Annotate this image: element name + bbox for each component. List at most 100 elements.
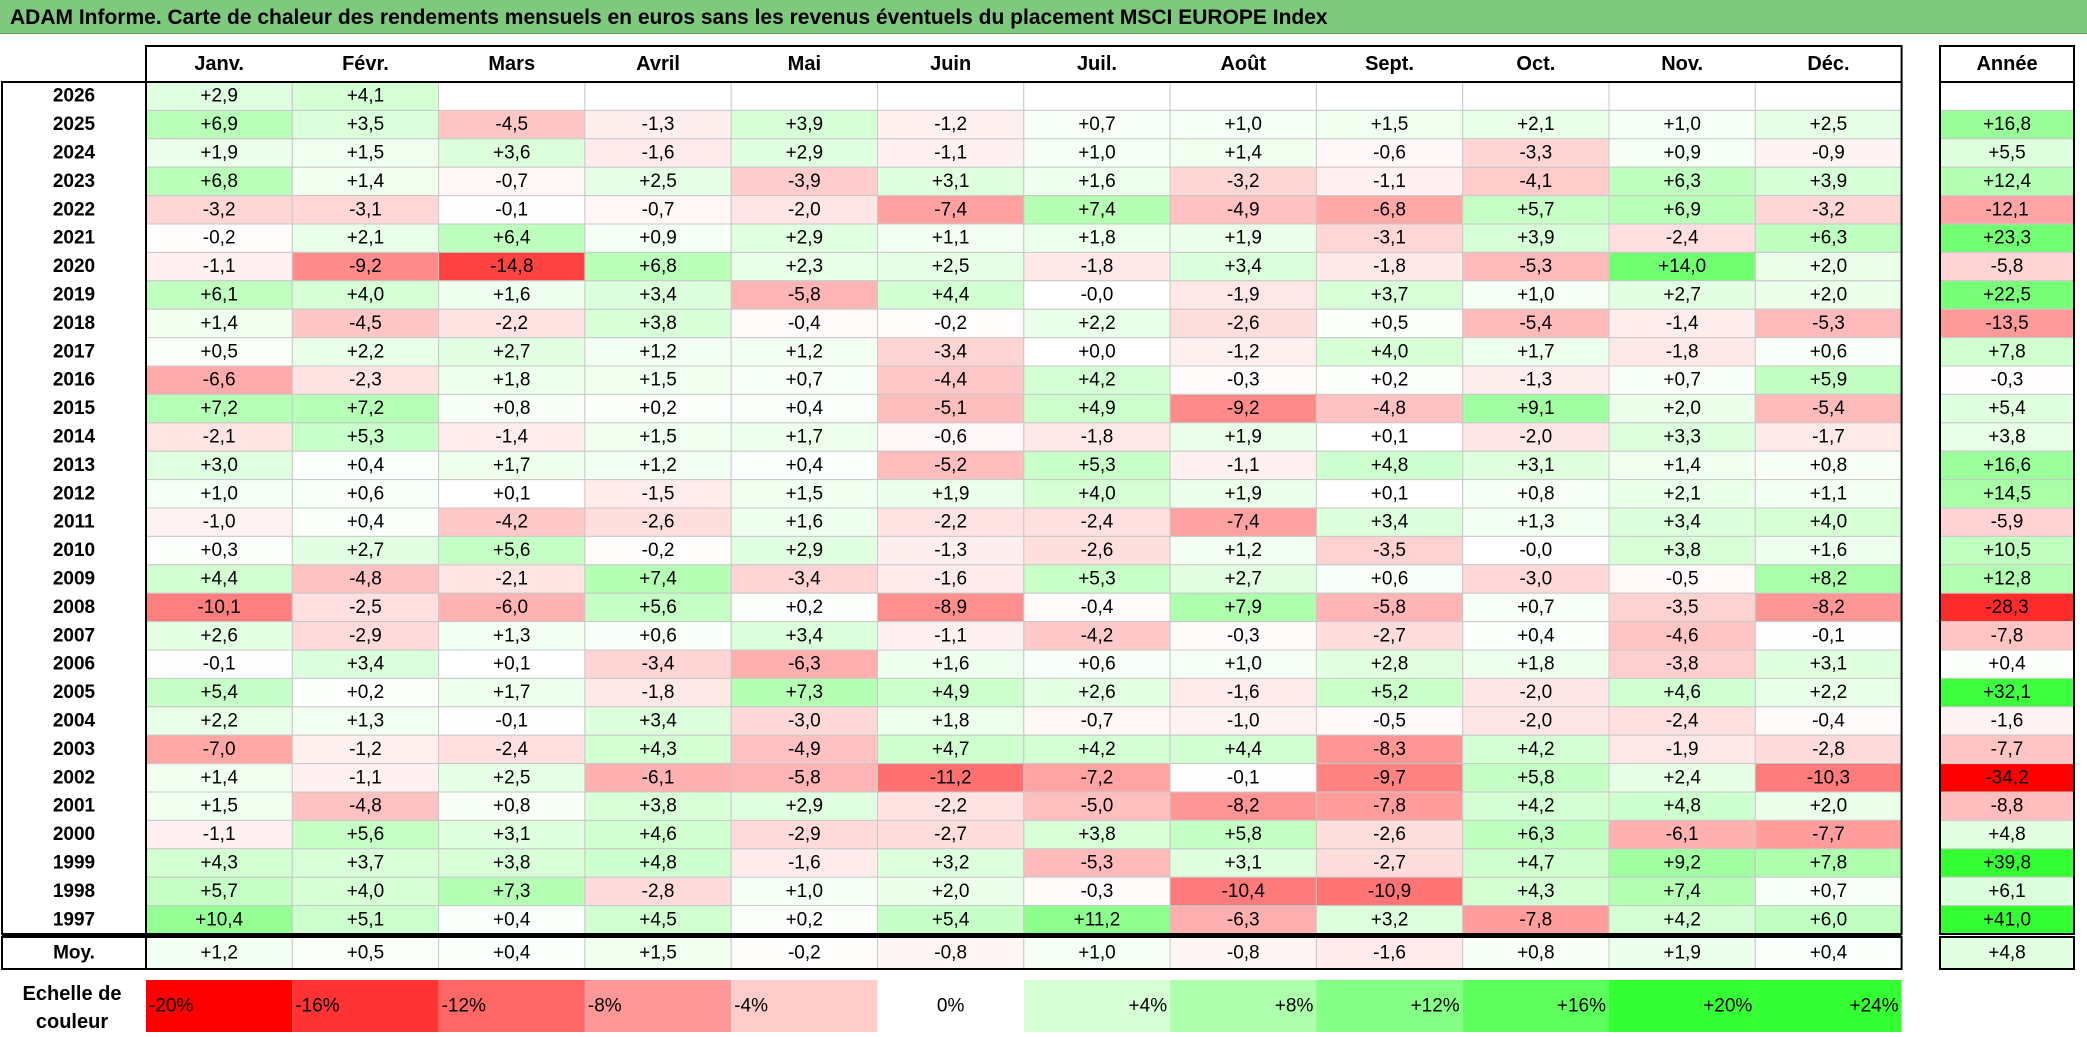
heatmap-cell [877, 81, 1025, 111]
heatmap-cell [1023, 81, 1171, 111]
cell-value: +2,0 [1810, 796, 1848, 817]
heatmap-cell [877, 848, 1025, 878]
cell-value: -3,5 [1666, 597, 1699, 618]
heatmap-cell [1315, 365, 1464, 395]
cell-value: -2,6 [642, 512, 675, 533]
cell-value: +0,8 [493, 796, 531, 817]
heatmap-cell [438, 592, 586, 623]
title-bar: ADAM Informe. Carte de chaleur des rende… [0, 0, 2087, 34]
heatmap-cell [1023, 251, 1171, 282]
legend-swatch [1462, 980, 1609, 1032]
heatmap-cell [584, 138, 732, 168]
heatmap-cell [1608, 422, 1756, 452]
cell-value: -1,8 [1373, 256, 1406, 277]
heatmap-cell [877, 592, 1025, 623]
annual-value: +10,5 [1983, 540, 2031, 561]
heatmap-cell [1169, 507, 1317, 537]
row-year-label: 2020 [53, 256, 95, 277]
average-value: -0,2 [788, 943, 821, 964]
cell-value: -3,4 [642, 654, 675, 675]
annual-cell [1939, 905, 2075, 935]
heatmap-cell [1023, 876, 1171, 907]
cell-value: +0,7 [1810, 881, 1848, 902]
cell-value: -1,1 [349, 767, 382, 788]
cell-value: -1,0 [203, 512, 236, 533]
heatmap-cell [1315, 677, 1464, 708]
cell-value: +7,2 [347, 398, 385, 419]
cell-value: -2,9 [788, 824, 821, 845]
cell-value: +1,6 [1810, 540, 1848, 561]
legend-stop-label: +12% [1411, 996, 1460, 1017]
cell-value: -4,2 [495, 512, 528, 533]
heatmap-cell [1169, 365, 1317, 395]
cell-value: +2,5 [1810, 114, 1848, 135]
cell-value: -1,8 [1081, 256, 1114, 277]
column-header: Févr. [342, 53, 389, 75]
cell-value: +2,9 [200, 86, 238, 107]
cell-value: -4,9 [788, 739, 821, 760]
cell-value: +0,2 [786, 909, 824, 930]
cell-value: -0,9 [1812, 143, 1845, 164]
cell-value: +2,3 [786, 256, 824, 277]
heatmap-cell [1315, 195, 1464, 225]
cell-value: +1,2 [639, 341, 677, 362]
heatmap-cell [1754, 223, 1903, 253]
cell-value: +1,3 [1517, 512, 1555, 533]
cell-value: -2,4 [1666, 228, 1699, 249]
heatmap-cell [145, 564, 293, 594]
cell-value: +2,9 [786, 540, 824, 561]
heatmap-cell [438, 677, 586, 708]
cell-value: -4,5 [495, 114, 528, 135]
cell-value: +0,4 [786, 455, 824, 476]
cell-value: -14,8 [490, 256, 533, 277]
heatmap-cell [1754, 621, 1903, 651]
heatmap-cell [877, 223, 1025, 253]
cell-value: +0,2 [786, 597, 824, 618]
cell-value: -0,0 [1081, 285, 1114, 306]
cell-value: +0,6 [639, 625, 677, 646]
heatmap-cell [1315, 450, 1464, 481]
heatmap-cell [1023, 734, 1171, 765]
average-value: +0,4 [493, 943, 531, 964]
cell-value: -8,2 [1227, 796, 1260, 817]
cell-value: +1,7 [786, 427, 824, 448]
cell-value: +1,3 [347, 711, 385, 732]
row-year-label: 2001 [53, 796, 96, 817]
heatmap-cell [1169, 564, 1317, 594]
legend-label-line-1: Echelle de [22, 983, 122, 1005]
heatmap-cell [1754, 507, 1903, 537]
heatmap-cell [584, 81, 732, 111]
heatmap-cell [1462, 564, 1610, 594]
row-year-label: 2010 [53, 540, 95, 561]
annual-value: +3,8 [1988, 427, 2026, 448]
cell-value: +3,1 [1224, 853, 1262, 874]
cell-value: -1,7 [1812, 427, 1845, 448]
cell-value: +2,1 [1663, 483, 1701, 504]
heatmap-cell [877, 507, 1025, 537]
cell-value: -4,8 [1373, 398, 1406, 419]
cell-value: +0,2 [347, 682, 385, 703]
row-year-label: 2024 [53, 143, 96, 164]
cell-value: +5,2 [1371, 682, 1409, 703]
cell-value: +4,8 [639, 853, 677, 874]
cell-value: -2,2 [495, 313, 528, 334]
heatmap-cell [877, 337, 1025, 367]
legend-swatch [146, 980, 293, 1032]
cell-value: -7,2 [1081, 767, 1114, 788]
heatmap-cell [1315, 734, 1464, 765]
cell-value: +6,9 [1663, 199, 1701, 220]
cell-value: -1,9 [1666, 739, 1699, 760]
row-year-label: 2022 [53, 199, 95, 220]
cell-value: +5,8 [1224, 824, 1262, 845]
cell-value: +0,7 [1517, 597, 1555, 618]
heatmap-cell [145, 195, 293, 225]
legend-stop-label: +8% [1275, 996, 1314, 1017]
heatmap-cell [1315, 479, 1464, 509]
cell-value: -4,8 [349, 569, 382, 590]
annual-value: +16,6 [1983, 455, 2031, 476]
annual-cell [1939, 195, 2075, 225]
cell-value: -1,6 [1227, 682, 1260, 703]
annual-cell [1939, 706, 2075, 736]
cell-value: +3,4 [639, 711, 677, 732]
cell-value: +7,3 [786, 682, 824, 703]
